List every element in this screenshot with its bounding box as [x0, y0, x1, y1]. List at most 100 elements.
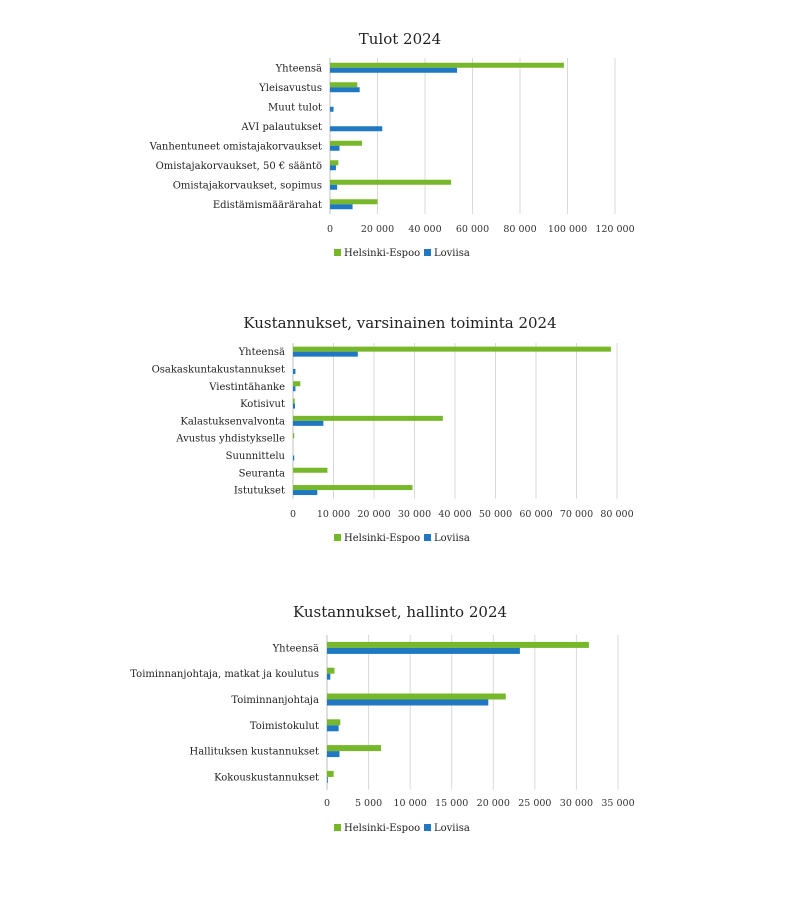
x-tick-label: 0: [290, 509, 296, 520]
category-label: Omistajakorvaukset, sopimus: [173, 180, 322, 191]
category-label: Vanhentuneet omistajakorvaukset: [149, 141, 322, 152]
bar-helsinki-espoo: [330, 160, 339, 166]
bar-helsinki-espoo: [330, 140, 363, 146]
category-label: Kotisivut: [240, 399, 285, 410]
bar-loviisa: [327, 751, 340, 758]
x-tick-label: 15 000: [435, 798, 468, 809]
bar-loviisa: [293, 455, 295, 461]
x-tick-label: 30 000: [560, 798, 593, 809]
legend-label: Loviisa: [434, 533, 470, 544]
category-label: AVI palautukset: [240, 122, 322, 133]
x-tick-label: 20 000: [361, 224, 394, 235]
bar-loviisa: [330, 165, 336, 171]
chart-plot-varsinainen-toiminta: Yhteensä Osakaskuntakustannukset Viestintä…: [152, 343, 634, 544]
bar-loviisa: [293, 490, 318, 496]
legend-label: Loviisa: [434, 248, 470, 259]
category-label: Yleisavustus: [258, 83, 322, 94]
chart-plot-hallinto: Yhteensä Toiminnanjohtaja, matkat ja koul…: [130, 635, 635, 834]
category-label: Omistajakorvaukset, 50 € sääntö: [156, 161, 322, 172]
category-label: Yhteensä: [272, 643, 319, 654]
bar-helsinki-espoo: [327, 770, 334, 777]
bar-loviisa: [293, 351, 358, 357]
bar-helsinki-espoo: [330, 62, 564, 68]
bar-helsinki-espoo: [293, 485, 413, 491]
category-label: Yhteensä: [275, 63, 322, 74]
legend-label: Helsinki-Espoo: [344, 823, 420, 834]
legend-label: Helsinki-Espoo: [344, 533, 420, 544]
x-tick-label: 10 000: [394, 798, 427, 809]
bar-helsinki-espoo: [327, 667, 335, 674]
x-tick-label: 20 000: [357, 509, 390, 520]
x-tick-label: 50 000: [479, 509, 512, 520]
bar-helsinki-espoo: [293, 433, 295, 439]
bar-loviisa: [330, 145, 340, 151]
bar-loviisa: [330, 106, 334, 112]
bar-helsinki-espoo: [327, 641, 589, 648]
chart-tulot: Tulot 2024 Yhteensä Yleisavustus Muut tulo…: [0, 0, 800, 280]
category-label: Muut tulot: [268, 102, 322, 113]
bar-helsinki-espoo: [293, 398, 295, 404]
x-tick-label: 5 000: [355, 798, 382, 809]
bar-loviisa: [327, 725, 339, 732]
category-label: Istutukset: [234, 486, 285, 497]
chart-varsinainen-toiminta: Kustannukset, varsinainen toiminta 2024 …: [152, 314, 634, 544]
legend-swatch: [424, 534, 431, 541]
x-tick-label: 100 000: [548, 224, 587, 235]
x-tick-label: 60 000: [519, 509, 552, 520]
x-tick-label: 30 000: [398, 509, 431, 520]
category-label: Viestintähanke: [208, 382, 285, 393]
bar-loviisa: [330, 184, 338, 190]
x-tick-label: 80 000: [600, 509, 633, 520]
bar-helsinki-espoo: [293, 381, 301, 387]
chart-title: Kustannukset, varsinainen toiminta 2024: [243, 314, 557, 332]
x-tick-label: 25 000: [518, 798, 551, 809]
legend-swatch: [334, 249, 341, 256]
chart-title: Tulot 2024: [358, 30, 442, 48]
chart-title: Kustannukset, hallinto 2024: [292, 603, 508, 621]
category-label: Kalastuksenvalvonta: [180, 416, 285, 427]
chart-hallinto: Kustannukset, hallinto 2024 Yhteensä Toim…: [130, 603, 635, 834]
bar-loviisa: [293, 420, 324, 426]
bar-helsinki-espoo: [293, 467, 328, 473]
bar-loviisa: [293, 386, 296, 392]
bar-loviisa: [293, 368, 296, 374]
legend-label: Helsinki-Espoo: [344, 248, 420, 259]
bar-loviisa: [327, 647, 520, 654]
bar-loviisa: [330, 204, 353, 210]
x-tick-label: 20 000: [477, 798, 510, 809]
bar-loviisa: [330, 126, 383, 132]
x-tick-label: 60 000: [456, 224, 489, 235]
x-tick-label: 10 000: [317, 509, 350, 520]
category-label: Toiminnanjohtaja: [231, 695, 319, 706]
x-tick-label: 80 000: [503, 224, 536, 235]
x-tick-label: 120 000: [595, 224, 634, 235]
bar-helsinki-espoo: [330, 82, 358, 88]
legend-swatch: [334, 534, 341, 541]
category-label: Toimistokulut: [250, 721, 319, 732]
bar-helsinki-espoo: [330, 179, 452, 185]
legend-label: Loviisa: [434, 823, 470, 834]
chart-plot-tulot: Yhteensä Yleisavustus Muut tulot AVI palaut…: [149, 58, 635, 259]
bar-helsinki-espoo: [293, 415, 443, 421]
category-label: Yhteensä: [238, 347, 285, 358]
bar-loviisa: [293, 403, 296, 409]
category-label: Toiminnanjohtaja, matkat ja koulutus: [130, 669, 319, 680]
category-label: Seuranta: [239, 468, 285, 479]
legend-swatch: [424, 824, 431, 831]
category-label: Edistämismäärärahat: [213, 200, 322, 211]
x-tick-label: 0: [324, 798, 330, 809]
legend-swatch: [334, 824, 341, 831]
category-label: Avustus yhdistykselle: [175, 434, 285, 445]
x-tick-label: 0: [327, 224, 333, 235]
category-label: Osakaskuntakustannukset: [152, 364, 285, 375]
bar-loviisa: [330, 67, 458, 73]
bar-loviisa: [327, 699, 489, 706]
bar-helsinki-espoo: [327, 719, 341, 726]
legend-swatch: [424, 249, 431, 256]
x-tick-label: 40 000: [438, 509, 471, 520]
bar-helsinki-espoo: [327, 693, 506, 700]
bar-helsinki-espoo: [330, 199, 378, 205]
x-tick-label: 40 000: [408, 224, 441, 235]
category-label: Suunnittelu: [226, 451, 286, 462]
bar-loviisa: [327, 776, 328, 783]
